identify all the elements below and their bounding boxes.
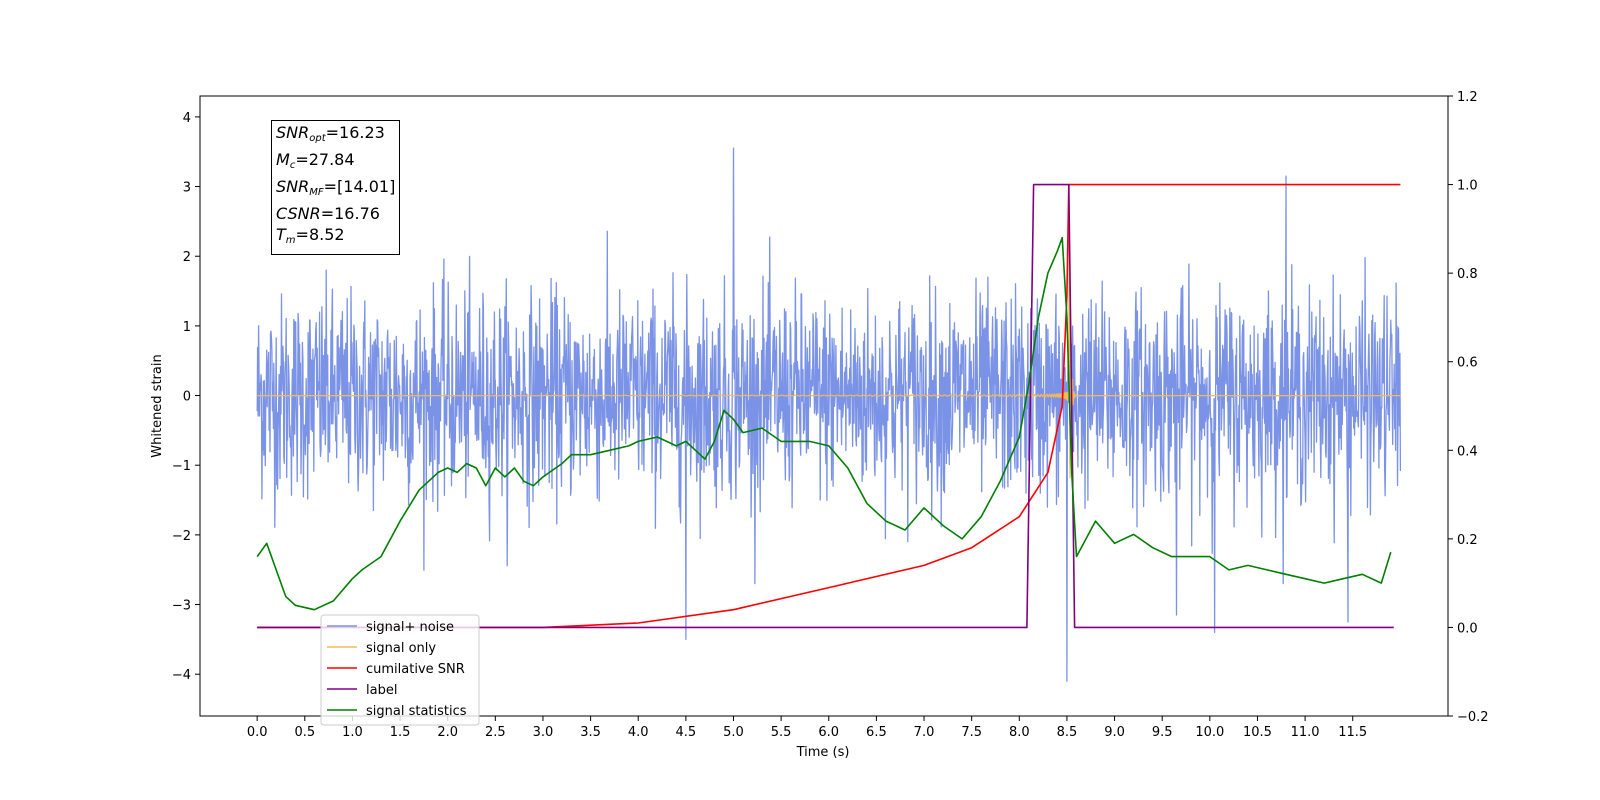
y2-tick-label: 0.6 (1457, 356, 1478, 371)
series-label (257, 183, 1394, 629)
axes: 0.0 0.5 1.0 1.5 2.0 2.5 3.0 3.5 4.0 4.5 5.0 5.5 6.0 6… (172, 90, 1489, 740)
merger-time-line: Tm=8.52 (276, 225, 345, 246)
y2-tick-label: −0.2 (1457, 710, 1489, 725)
csnr-line: CSNR=16.76 (276, 204, 380, 223)
y-tick-label: 2 (183, 250, 191, 265)
x-tick-label: 2.5 (485, 725, 506, 740)
axes-frame (199, 95, 1449, 717)
y2-tick-label: 0.0 (1457, 621, 1478, 636)
y-tick-label: −4 (172, 668, 191, 683)
x-tick-label: 8.0 (1009, 725, 1030, 740)
legend-label: label (366, 683, 397, 698)
y2-tick-label: 1.2 (1457, 90, 1478, 105)
x-tick-label: 11.5 (1338, 725, 1367, 740)
x-tick-label: 7.0 (914, 725, 935, 740)
y-tick-label: −3 (172, 599, 191, 614)
legend-label: signal+ noise (366, 620, 454, 635)
x-tick-label: 11.0 (1291, 725, 1320, 740)
stats-annotation: SNRopt=16.23 Mc=27.84 SNRMF=[14.01] CSNR… (271, 120, 401, 255)
legend-box (320, 614, 480, 726)
series-cumulative-snr (257, 183, 1401, 629)
legend-label: signal only (366, 641, 436, 656)
y-axis-label: Whitened strain (150, 354, 165, 457)
x-tick-label: 7.5 (961, 725, 982, 740)
legend-label: signal statistics (366, 704, 467, 719)
x-tick-label: 10.5 (1243, 725, 1272, 740)
x-tick-label: 6.0 (818, 725, 839, 740)
x-tick-label: 8.5 (1057, 725, 1078, 740)
x-tick-label: 1.0 (342, 725, 363, 740)
y2-tick-label: 0.4 (1457, 444, 1478, 459)
y-tick-label: 4 (183, 111, 191, 126)
x-tick-label: 6.5 (866, 725, 887, 740)
series-signal-noise (256, 147, 1402, 682)
x-tick-label: 3.0 (533, 725, 554, 740)
y-tick-label: −1 (172, 459, 191, 474)
y2-tick-label: 0.8 (1457, 267, 1478, 282)
snr-mf-line: SNRMF=[14.01] (276, 177, 396, 198)
x-tick-label: 1.5 (390, 725, 411, 740)
x-tick-label: 0.0 (247, 725, 268, 740)
y-tick-label: 3 (183, 181, 191, 196)
x-tick-label: 2.0 (437, 725, 458, 740)
x-tick-label: 9.5 (1152, 725, 1173, 740)
legend: signal+ noise signal only cumilative SNR la… (320, 614, 480, 726)
x-tick-label: 3.5 (580, 725, 601, 740)
x-tick-label: 9.0 (1104, 725, 1125, 740)
legend-label: cumilative SNR (366, 662, 465, 677)
snr-opt-line: SNRopt=16.23 (276, 123, 385, 144)
x-tick-label: 10.0 (1195, 725, 1224, 740)
y2-tick-label: 1.0 (1457, 179, 1478, 194)
y2-tick-label: 0.2 (1457, 533, 1478, 548)
y-tick-label: 1 (183, 320, 191, 335)
x-tick-label: 4.0 (628, 725, 649, 740)
series-signal-only (257, 238, 1401, 479)
x-tick-label: 0.5 (294, 725, 315, 740)
x-tick-label: 5.5 (771, 725, 792, 740)
x-axis-label: Time (s) (796, 745, 850, 760)
plot-area (256, 147, 1402, 682)
x-tick-label: 4.5 (676, 725, 697, 740)
x-tick-label: 5.0 (723, 725, 744, 740)
series-signal-statistics (256, 236, 1392, 611)
y-tick-label: 0 (183, 390, 191, 405)
chirp-mass-line: Mc=27.84 (276, 150, 355, 171)
y-tick-label: −2 (172, 529, 191, 544)
